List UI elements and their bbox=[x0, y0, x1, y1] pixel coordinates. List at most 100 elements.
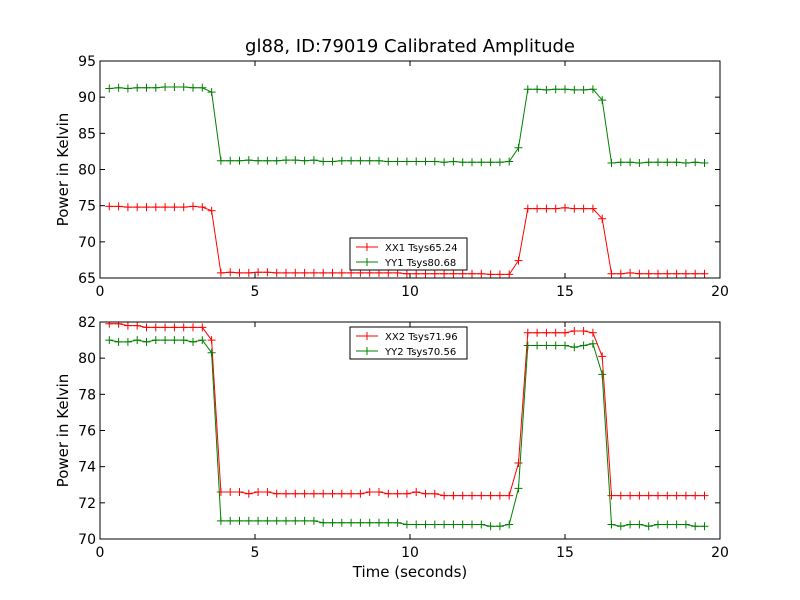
data-point-marker bbox=[505, 270, 514, 278]
x-tick-label: 20 bbox=[711, 284, 729, 300]
x-axis-label: Time (seconds) bbox=[352, 563, 468, 581]
data-point-marker bbox=[588, 328, 597, 337]
data-point-marker bbox=[644, 491, 653, 500]
y-tick-label: 70 bbox=[78, 235, 96, 251]
data-point-marker bbox=[356, 156, 365, 165]
data-point-marker bbox=[626, 520, 635, 529]
data-point-marker bbox=[449, 491, 458, 500]
data-point-marker bbox=[402, 157, 411, 166]
data-point-marker bbox=[654, 269, 662, 278]
data-point-marker bbox=[542, 85, 551, 94]
legend: XX1 Tsys65.24 YY1 Tsys80.68 bbox=[349, 237, 468, 271]
data-point-marker bbox=[523, 341, 532, 350]
data-point-marker bbox=[114, 83, 123, 92]
data-point-marker bbox=[505, 157, 514, 166]
data-point-marker bbox=[635, 520, 644, 529]
series-group bbox=[105, 322, 709, 531]
data-point-marker bbox=[663, 491, 672, 500]
data-point-marker bbox=[514, 484, 523, 493]
data-point-marker bbox=[644, 269, 653, 278]
legend-marker bbox=[363, 258, 371, 266]
data-point-marker bbox=[309, 516, 318, 525]
data-point-marker bbox=[486, 270, 495, 278]
data-point-marker bbox=[458, 158, 467, 167]
data-point-marker bbox=[607, 269, 616, 278]
data-point-marker bbox=[282, 489, 290, 498]
data-point-marker bbox=[356, 489, 365, 498]
data-point-marker bbox=[700, 159, 709, 167]
data-point-marker bbox=[570, 204, 579, 213]
data-point-marker bbox=[579, 341, 588, 350]
data-point-marker bbox=[272, 516, 281, 525]
legend-marker bbox=[363, 347, 371, 355]
data-point-marker bbox=[440, 520, 449, 529]
data-point-marker bbox=[235, 156, 244, 165]
data-point-marker bbox=[337, 156, 346, 165]
x-tick-label: 20 bbox=[711, 545, 729, 561]
chart-title: gl88, ID:79019 Calibrated Amplitude bbox=[245, 36, 575, 57]
data-point-marker bbox=[282, 156, 290, 165]
data-point-marker bbox=[235, 268, 244, 277]
data-point-marker bbox=[672, 520, 681, 529]
data-point-marker bbox=[468, 491, 476, 500]
data-point-marker bbox=[347, 518, 356, 527]
data-point-marker bbox=[337, 268, 346, 277]
legend-box bbox=[349, 237, 468, 271]
data-point-marker bbox=[700, 491, 709, 500]
data-point-marker bbox=[691, 522, 700, 531]
data-point-marker bbox=[114, 202, 123, 211]
data-point-marker bbox=[561, 85, 569, 94]
data-point-marker bbox=[170, 83, 179, 91]
data-point-marker bbox=[365, 518, 374, 527]
y-tick-label: 90 bbox=[78, 90, 96, 106]
data-point-marker bbox=[384, 489, 393, 498]
data-point-marker bbox=[198, 83, 207, 92]
data-point-marker bbox=[579, 85, 588, 94]
y-tick-label: 65 bbox=[78, 271, 96, 287]
data-point-marker bbox=[458, 269, 467, 278]
data-point-marker bbox=[105, 202, 114, 211]
data-point-marker bbox=[663, 269, 672, 278]
data-point-marker bbox=[319, 157, 328, 166]
data-point-marker bbox=[430, 520, 439, 529]
legend-label: XX1 Tsys65.24 bbox=[385, 243, 458, 254]
data-point-marker bbox=[440, 269, 449, 278]
y-tick-label: 76 bbox=[78, 424, 96, 440]
data-point-marker bbox=[607, 520, 616, 529]
data-point-marker bbox=[663, 520, 672, 529]
data-point-marker bbox=[123, 337, 132, 346]
data-point-marker bbox=[430, 269, 439, 278]
data-point-marker bbox=[319, 268, 328, 277]
data-point-marker bbox=[328, 489, 337, 498]
data-point-marker bbox=[207, 206, 216, 215]
data-point-marker bbox=[133, 336, 142, 345]
data-point-marker bbox=[198, 323, 207, 332]
y-tick-label: 78 bbox=[78, 387, 96, 403]
data-point-marker bbox=[542, 341, 551, 350]
data-point-marker bbox=[477, 520, 486, 529]
data-point-marker bbox=[700, 269, 709, 278]
data-point-marker bbox=[282, 268, 290, 277]
data-point-marker bbox=[393, 518, 402, 527]
data-point-marker bbox=[244, 516, 253, 525]
data-point-marker bbox=[375, 518, 383, 527]
data-point-marker bbox=[551, 341, 560, 350]
data-point-marker bbox=[300, 516, 309, 525]
data-point-marker bbox=[486, 522, 495, 531]
data-point-marker bbox=[523, 328, 532, 337]
data-point-marker bbox=[514, 143, 523, 152]
data-point-marker bbox=[663, 158, 672, 167]
y-axis-label: Power in Kelvin bbox=[54, 374, 72, 488]
data-point-marker bbox=[579, 327, 588, 335]
data-point-marker bbox=[477, 491, 486, 500]
data-point-marker bbox=[235, 516, 244, 525]
data-point-marker bbox=[309, 268, 318, 277]
data-point-marker bbox=[672, 269, 681, 278]
data-point-marker bbox=[356, 518, 365, 527]
data-point-marker bbox=[681, 491, 690, 500]
data-point-marker bbox=[551, 204, 560, 213]
data-point-marker bbox=[700, 522, 709, 531]
data-point-marker bbox=[272, 489, 281, 498]
data-point-marker bbox=[570, 327, 579, 335]
data-point-marker bbox=[477, 158, 486, 167]
